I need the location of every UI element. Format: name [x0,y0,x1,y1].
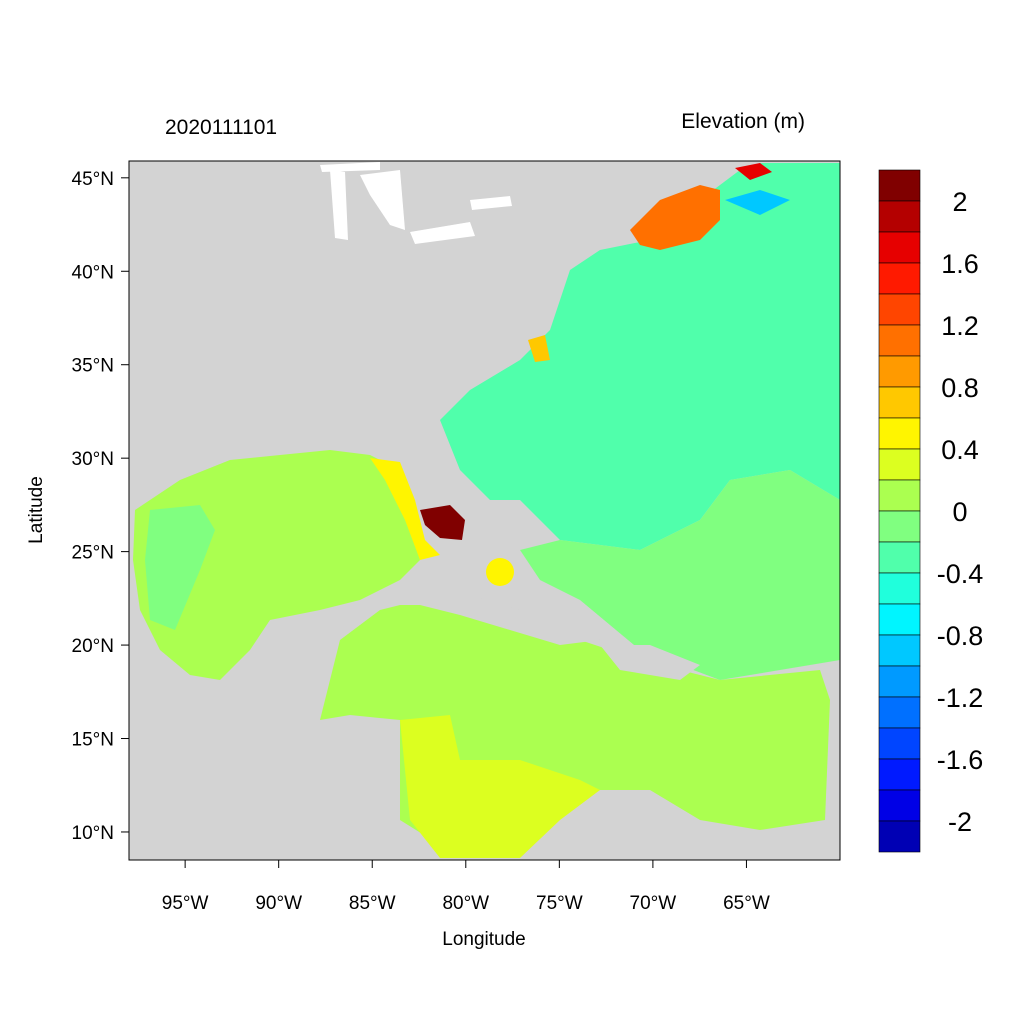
colorbar-bin [878,448,921,481]
colorbar-label: 0 [952,497,967,527]
gulf-of-maine-surge [630,185,720,250]
colorbar-bin [878,665,921,698]
x-tick-label: 70°W [630,893,677,914]
y-tick-label: 40°N [72,262,114,283]
maine-coast-surge [735,163,772,180]
great-lakes [320,162,512,244]
colorbar-label: -0.8 [937,621,984,651]
colorbar-bin [878,634,921,667]
map-plot-area [129,161,840,860]
colorbar-label: -1.6 [937,745,984,775]
nova-scotia-drop [725,190,790,215]
colorbar-bin [878,789,921,822]
colorbar: 2 1.6 1.2 0.8 0.4 0 -0.4 -0.8 -1.2 -1.6 -2 [878,169,984,853]
colorbar-label: -2 [948,807,972,837]
south-caribbean-region [400,715,600,858]
colorbar-label: 0.4 [941,435,979,465]
chesapeake-surge [528,335,550,362]
x-tick-label: 80°W [442,893,489,914]
y-tick-label: 20°N [72,636,114,657]
variable-title: Elevation (m) [681,110,805,133]
atlantic-south-region [520,470,840,680]
x-tick-label: 65°W [723,893,770,914]
colorbar-bin [878,758,921,791]
colorbar-bin [878,603,921,636]
florida-tip-surge [420,505,465,540]
y-tick-label: 10°N [72,823,114,844]
x-ticks: 95°W 90°W 85°W 80°W 75°W 70°W 65°W [162,860,770,914]
x-axis-label: Longitude [442,929,525,950]
colorbar-label: 0.8 [941,373,979,403]
plot-frame [128,160,841,861]
colorbar-bin [878,541,921,574]
colorbar-bin [878,293,921,326]
colorbar-bin [878,510,921,543]
y-tick-label: 15°N [72,730,114,751]
colorbar-bin [878,324,921,357]
y-axis-label: Latitude [26,476,47,544]
hispaniola [600,645,700,680]
colorbar-bin [878,200,921,233]
colorbar-label: 2 [952,187,967,217]
colorbar-label: 1.6 [941,249,979,279]
colorbar-bin [878,727,921,760]
x-tick-label: 90°W [255,893,302,914]
y-tick-label: 45°N [72,169,114,190]
x-tick-label: 85°W [349,893,396,914]
x-tick-label: 95°W [162,893,209,914]
colorbar-bin [878,355,921,388]
atlantic-region [440,163,840,550]
colorbar-bin [878,572,921,605]
colorbar-label: 1.2 [941,311,979,341]
y-ticks: 45°N 40°N 35°N 30°N 25°N 20°N 15°N 10°N [72,169,129,844]
bahamas-surge [486,558,514,586]
colorbar-label: -1.2 [937,683,984,713]
cuba [380,590,600,645]
colorbar-bin [878,820,921,853]
y-tick-label: 25°N [72,543,114,564]
florida-west-shelf [370,458,440,560]
colorbar-bin [878,262,921,295]
colorbar-bin [878,696,921,729]
colorbar-bin [878,231,921,264]
colorbar-label: -0.4 [937,559,984,589]
colorbar-bin [878,169,921,202]
x-tick-label: 75°W [536,893,583,914]
y-tick-label: 30°N [72,449,114,470]
y-tick-label: 35°N [72,356,114,377]
gulf-of-mexico-region [133,450,420,680]
colorbar-bin [878,417,921,450]
colorbar-bin [878,386,921,419]
date-title: 2020111101 [165,116,277,139]
colorbar-bin [878,479,921,512]
western-gulf-region [145,505,215,630]
